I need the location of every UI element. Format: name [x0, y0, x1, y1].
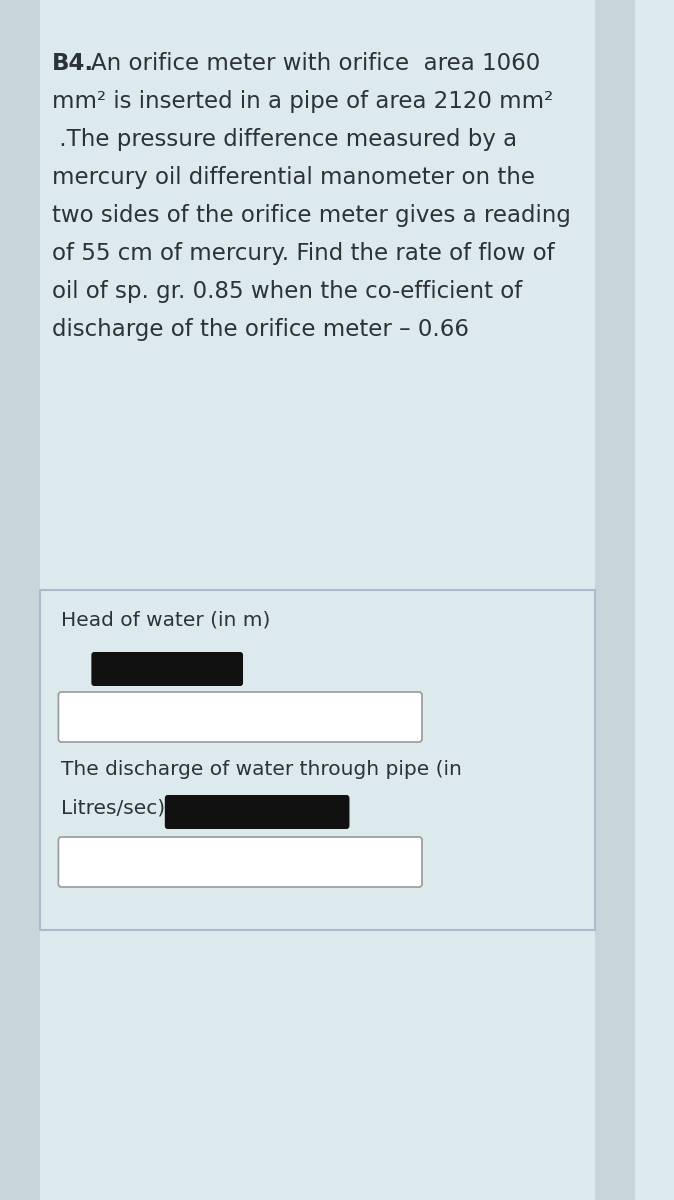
Text: Litres/sec): Litres/sec) [61, 798, 165, 817]
FancyBboxPatch shape [59, 838, 422, 887]
FancyBboxPatch shape [59, 692, 422, 742]
Bar [595, 0, 635, 1200]
Text: mm² is inserted in a pipe of area 2120 mm²: mm² is inserted in a pipe of area 2120 m… [52, 90, 553, 113]
FancyBboxPatch shape [165, 794, 349, 829]
Text: An orifice meter with orifice  area 1060: An orifice meter with orifice area 1060 [92, 52, 541, 74]
Text: The discharge of water through pipe (in: The discharge of water through pipe (in [61, 760, 462, 779]
Text: Head of water (in m): Head of water (in m) [61, 610, 270, 629]
Text: mercury oil differential manometer on the: mercury oil differential manometer on th… [52, 166, 534, 188]
Text: .The pressure difference measured by a: .The pressure difference measured by a [52, 128, 517, 151]
Text: oil of sp. gr. 0.85 when the co-efficient of: oil of sp. gr. 0.85 when the co-efficien… [52, 280, 522, 302]
Text: discharge of the orifice meter – 0.66: discharge of the orifice meter – 0.66 [52, 318, 469, 341]
Text: of 55 cm of mercury. Find the rate of flow of: of 55 cm of mercury. Find the rate of fl… [52, 242, 555, 265]
FancyBboxPatch shape [40, 590, 595, 930]
FancyBboxPatch shape [92, 652, 243, 686]
Bar [0, 0, 40, 1200]
Text: two sides of the orifice meter gives a reading: two sides of the orifice meter gives a r… [52, 204, 571, 227]
Text: B4.: B4. [52, 52, 94, 74]
